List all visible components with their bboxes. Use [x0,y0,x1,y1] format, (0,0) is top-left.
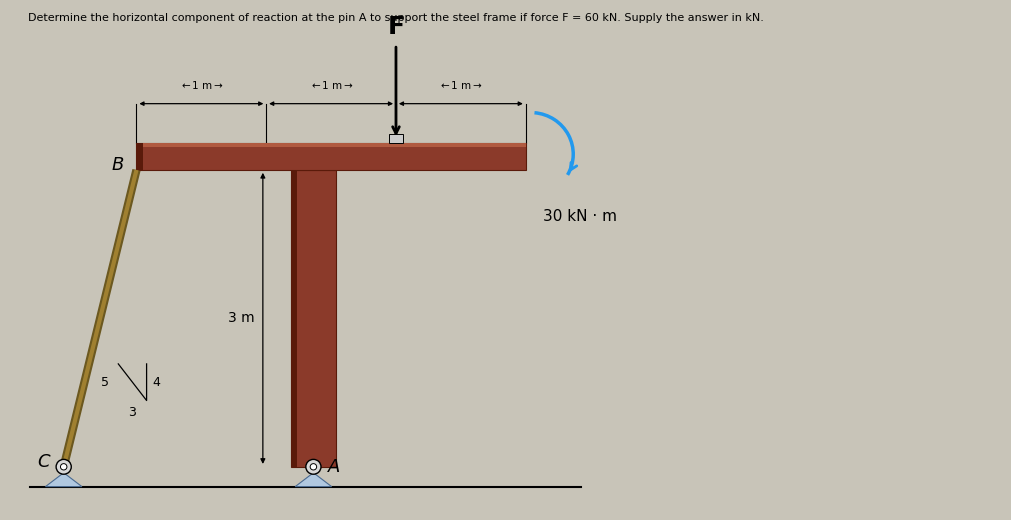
Text: Determine the horizontal component of reaction at the pin A to support the steel: Determine the horizontal component of re… [28,13,764,23]
Polygon shape [45,473,82,487]
Text: 5: 5 [101,375,109,389]
Polygon shape [389,134,402,143]
Text: $\leftarrow$1 m$\rightarrow$: $\leftarrow$1 m$\rightarrow$ [308,79,354,91]
Polygon shape [291,170,336,467]
Text: $\leftarrow$1 m$\rightarrow$: $\leftarrow$1 m$\rightarrow$ [439,79,483,91]
Circle shape [310,464,316,470]
Circle shape [306,459,321,474]
Polygon shape [136,143,526,147]
Polygon shape [136,143,143,170]
Circle shape [57,459,71,474]
Text: $\leftarrow$1 m$\rightarrow$: $\leftarrow$1 m$\rightarrow$ [179,79,223,91]
Polygon shape [295,473,332,487]
Text: F: F [387,16,404,40]
Text: 30 kN · m: 30 kN · m [543,209,617,224]
Circle shape [61,464,67,470]
Text: 3 m: 3 m [228,311,255,326]
Text: B: B [112,156,124,174]
Text: 3: 3 [128,406,136,419]
Polygon shape [136,143,526,170]
Text: A: A [328,458,340,476]
Text: C: C [37,453,50,471]
Polygon shape [291,170,297,467]
Text: 4: 4 [153,375,161,389]
